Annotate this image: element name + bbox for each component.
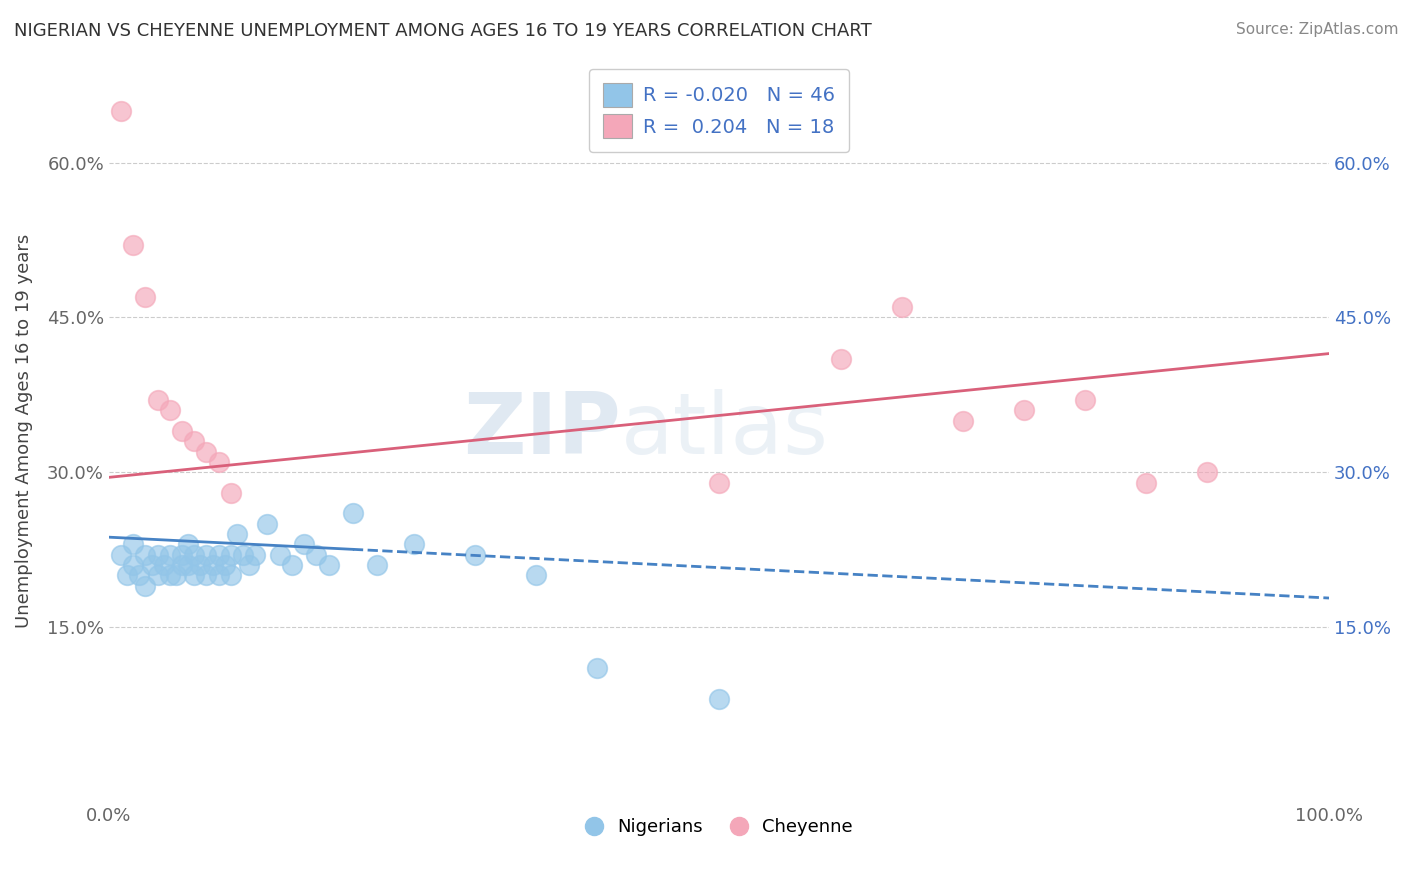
Point (141, 558, 163, 572)
Point (152, 558, 174, 572)
Point (707, 475, 730, 490)
Point (134, 290, 156, 304)
Point (1135, 475, 1157, 490)
Point (190, 558, 212, 572)
Point (195, 568, 218, 582)
Point (110, 548, 132, 562)
Point (134, 548, 156, 562)
Point (177, 537, 200, 551)
Point (524, 568, 547, 582)
Point (707, 692, 730, 706)
Legend: Nigerians, Cheyenne: Nigerians, Cheyenne (575, 809, 862, 846)
Point (1074, 392, 1097, 407)
Point (208, 455, 231, 469)
Point (891, 300, 914, 314)
Point (292, 537, 315, 551)
Text: NIGERIAN VS CHEYENNE UNEMPLOYMENT AMONG AGES 16 TO 19 YEARS CORRELATION CHART: NIGERIAN VS CHEYENNE UNEMPLOYMENT AMONG … (14, 22, 872, 40)
Point (172, 548, 194, 562)
Point (159, 548, 181, 562)
Point (128, 568, 150, 582)
Point (830, 351, 852, 366)
Point (115, 568, 138, 582)
Point (1012, 403, 1035, 417)
Point (177, 558, 200, 572)
Point (281, 558, 304, 572)
Point (159, 403, 181, 417)
Point (219, 485, 242, 500)
Point (122, 537, 145, 551)
Point (256, 516, 278, 531)
Point (146, 392, 169, 407)
Point (342, 507, 364, 521)
Point (172, 558, 194, 572)
Point (464, 548, 486, 562)
Point (146, 548, 169, 562)
Point (269, 548, 291, 562)
Point (134, 579, 156, 593)
Point (245, 548, 267, 562)
Point (110, 104, 132, 119)
Point (146, 568, 169, 582)
Point (318, 558, 340, 572)
Point (238, 558, 260, 572)
Point (165, 568, 187, 582)
Point (172, 424, 194, 438)
Y-axis label: Unemployment Among Ages 16 to 19 years: Unemployment Among Ages 16 to 19 years (15, 234, 32, 628)
Point (122, 238, 145, 252)
Point (208, 568, 231, 582)
Text: atlas: atlas (621, 390, 830, 473)
Point (183, 568, 205, 582)
Point (201, 558, 224, 572)
Point (952, 414, 974, 428)
Point (402, 537, 425, 551)
Point (122, 558, 145, 572)
Point (183, 434, 205, 449)
Point (1195, 465, 1218, 479)
Point (195, 444, 218, 458)
Point (195, 548, 218, 562)
Point (214, 558, 236, 572)
Point (232, 548, 254, 562)
Point (305, 548, 328, 562)
Point (183, 548, 205, 562)
Point (219, 568, 242, 582)
Point (586, 661, 609, 675)
Text: ZIP: ZIP (464, 390, 621, 473)
Point (366, 558, 388, 572)
Point (219, 548, 242, 562)
Point (226, 527, 249, 541)
Point (208, 548, 231, 562)
Text: Source: ZipAtlas.com: Source: ZipAtlas.com (1236, 22, 1399, 37)
Point (159, 568, 181, 582)
